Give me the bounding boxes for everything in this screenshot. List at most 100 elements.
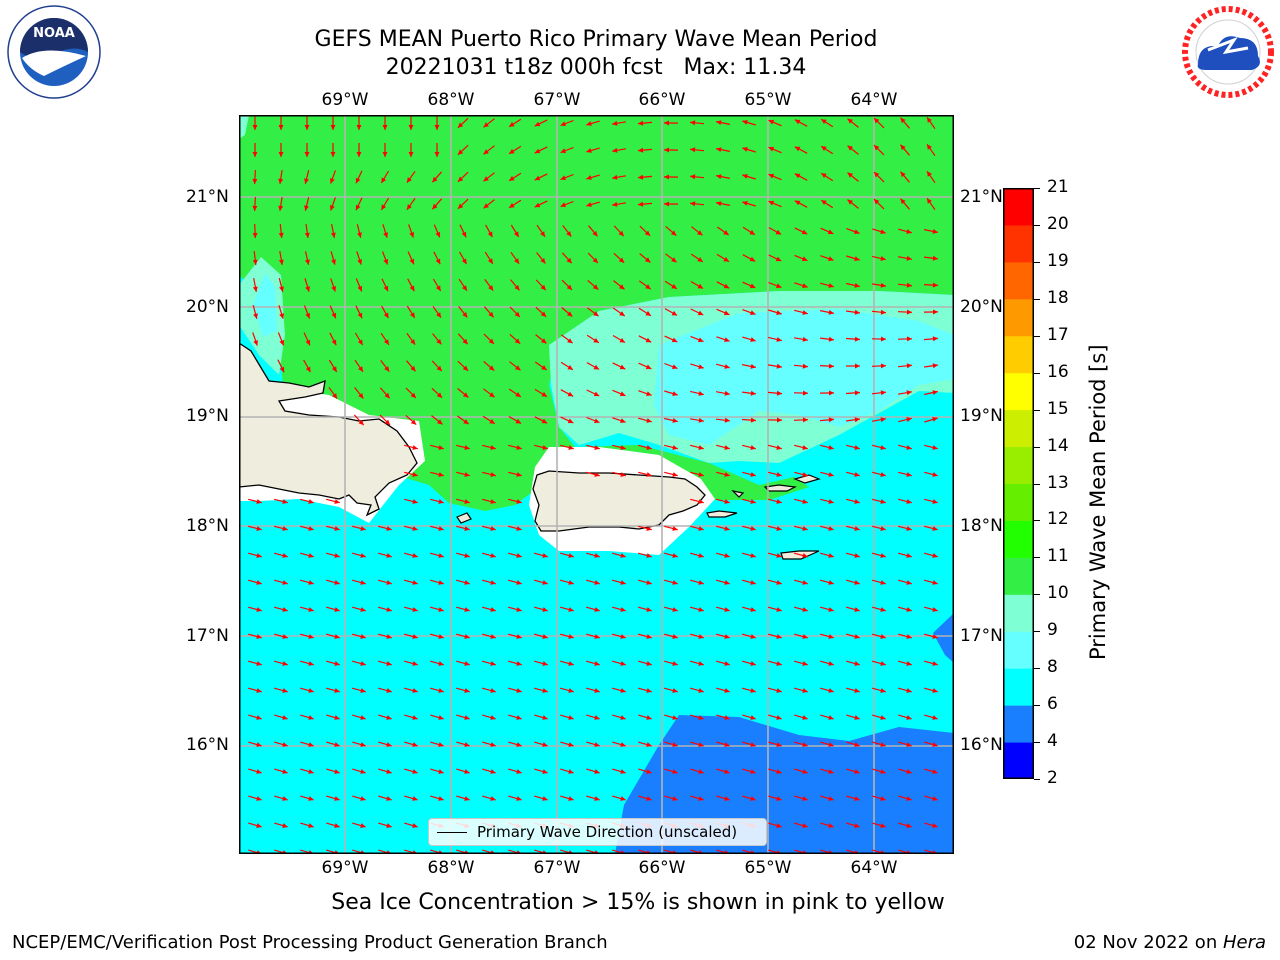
wave-direction-arrowhead (828, 796, 834, 801)
wave-direction-arrowhead (716, 174, 722, 179)
wave-direction-arrowhead (332, 393, 338, 399)
wave-direction-arrowhead (360, 742, 366, 747)
wave-direction-arrowhead (698, 688, 704, 693)
wave-direction-arrowhead (334, 688, 340, 693)
wave-direction-arrowhead (408, 125, 414, 130)
wave-direction-arrowhead (593, 311, 599, 317)
wave-direction-arrowhead (932, 229, 938, 234)
wave-direction-arrowhead (880, 742, 886, 747)
wave-direction-arrowhead (360, 769, 366, 774)
wave-direction-arrowhead (461, 231, 467, 238)
wave-direction-arrowhead (672, 796, 678, 801)
colorbar-tick-label: 12 (1047, 509, 1069, 530)
wave-direction-arrowhead (256, 796, 262, 801)
wave-direction-arrowhead (900, 198, 906, 205)
wave-direction-arrowhead (750, 796, 756, 801)
colorbar-swatch (1003, 188, 1034, 226)
wave-direction-arrowhead (358, 393, 364, 399)
wave-direction-arrowhead (358, 419, 364, 426)
wave-direction-arrowhead (541, 391, 547, 397)
wave-direction-arrowhead (516, 715, 522, 720)
wave-direction-arrowhead (490, 445, 496, 450)
wave-direction-arrowhead (742, 174, 748, 179)
wave-direction-arrowhead (874, 118, 880, 124)
wave-direction-arrowhead (750, 310, 756, 315)
wave-direction-arrowhead (802, 526, 808, 531)
wave-direction-arrowhead (490, 499, 496, 504)
wave-direction-arrowhead (698, 445, 704, 450)
wave-direction-arrowhead (490, 742, 496, 747)
colorbar-ticks: 2 4 6 8 9 10 11 12 13 14 15 16 17 18 19 20 21 (1034, 177, 1094, 788)
wave-direction-arrowhead (568, 580, 574, 585)
wave-direction-arrowhead (509, 148, 515, 154)
wave-direction-arrowhead (593, 338, 599, 343)
wave-direction-arrowhead (282, 526, 288, 531)
colorbar-swatch (1003, 372, 1034, 411)
wave-direction-arrowhead (489, 419, 495, 424)
wave-direction-arrowhead (331, 312, 337, 319)
wave-direction-arrowhead (566, 284, 572, 290)
footer-host: Hera (1222, 932, 1266, 953)
wave-direction-arrowhead (620, 580, 626, 585)
colorbar-tick-label: 18 (1047, 287, 1069, 308)
wave-direction-arrowhead (724, 364, 730, 369)
wave-direction-arrowhead (690, 120, 696, 126)
wave-direction-arrowhead (932, 607, 938, 612)
lat-label-right-21n: 21°N (960, 187, 1003, 207)
legend-label: Primary Wave Direction (unscaled) (477, 823, 738, 841)
wave-direction-arrowhead (776, 283, 782, 289)
wave-direction-arrowhead (515, 365, 521, 371)
wave-direction-arrowhead (672, 580, 678, 585)
wave-direction-arrowhead (821, 119, 827, 124)
wave-direction-arrowhead (567, 338, 573, 344)
colorbar-tick-mark (1034, 188, 1040, 189)
wave-direction-arrowhead (462, 312, 468, 318)
wave-direction-arrowhead (384, 419, 390, 425)
wave-direction-arrowhead (304, 178, 309, 184)
wave-direction-arrowhead (768, 200, 775, 206)
wave-direction-arrowhead (880, 634, 886, 639)
wave-direction-arrowhead (749, 229, 755, 235)
wave-direction-arrowhead (566, 231, 572, 237)
wave-direction-arrowhead (906, 607, 912, 612)
wave-direction-arrowhead (516, 688, 522, 693)
lat-label-left-18n: 18°N (186, 516, 229, 536)
wave-direction-arrowhead (457, 149, 464, 155)
wave-direction-arrowhead (612, 174, 618, 180)
wave-direction-arrowhead (724, 390, 730, 396)
wave-direction-arrowhead (438, 445, 444, 450)
wave-direction-arrowhead (542, 796, 548, 801)
wave-direction-arrowhead (880, 796, 886, 801)
wave-direction-arrowhead (308, 742, 314, 747)
wave-direction-arrowhead (305, 313, 310, 319)
wave-direction-arrowhead (645, 310, 651, 316)
colorbar-tick-label: 14 (1047, 435, 1069, 456)
wave-direction-arrowhead (906, 255, 912, 261)
wave-direction-arrowhead (412, 445, 418, 450)
wave-direction-arrowhead (776, 472, 782, 477)
wave-direction-arrowhead (360, 796, 366, 801)
wave-direction-arrowhead (278, 232, 284, 238)
wave-direction-arrowhead (334, 715, 340, 720)
wave-direction-arrowhead (253, 340, 258, 346)
wave-direction-arrowhead (357, 339, 363, 345)
wave-direction-arrowhead (794, 146, 801, 152)
wave-direction-arrowhead (360, 580, 366, 585)
wave-direction-arrowhead (646, 607, 652, 612)
wave-direction-arrowhead (304, 205, 309, 211)
wave-direction-arrowhead (514, 338, 521, 344)
wave-direction-arrowhead (698, 364, 704, 369)
wave-direction-arrowhead (646, 769, 652, 774)
wave-direction-arrowhead (854, 309, 860, 315)
wave-direction-arrowhead (360, 634, 366, 639)
wave-direction-arrowhead (723, 283, 730, 289)
lon-label-top-65w: 65°W (744, 90, 792, 110)
wave-direction-arrowhead (282, 715, 288, 720)
wave-direction-arrowhead (464, 607, 470, 612)
wave-direction-arrowhead (386, 823, 392, 828)
wave-direction-arrowhead (308, 634, 314, 639)
wave-direction-arrowhead (724, 472, 730, 477)
wave-direction-arrowhead (638, 174, 644, 180)
wave-period-map (239, 115, 954, 854)
wave-direction-arrowhead (594, 769, 600, 774)
